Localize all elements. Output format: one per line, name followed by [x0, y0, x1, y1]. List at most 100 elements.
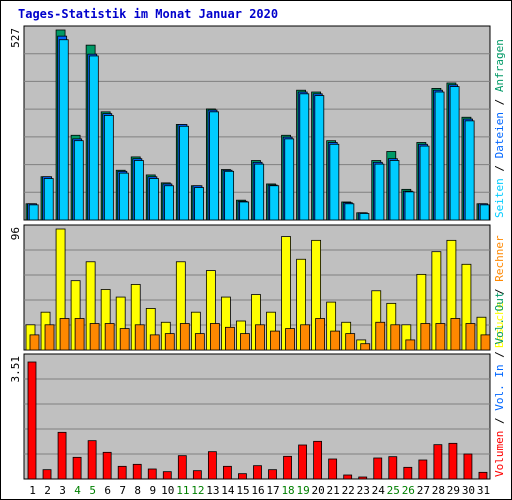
chart-title: Tages-Statistik im Monat Januar 2020 [18, 7, 279, 21]
bar-seiten [164, 185, 174, 221]
x-tick-label: 20 [312, 484, 325, 497]
x-tick-label: 29 [447, 484, 460, 497]
x-tick-label: 6 [104, 484, 111, 497]
bar-vol-in [418, 459, 428, 480]
bar-seiten [419, 145, 430, 221]
bar-vol-in [433, 444, 443, 480]
bar-vol-in [238, 473, 247, 480]
x-tick-label: 7 [119, 484, 126, 497]
bar-rechner [420, 323, 431, 351]
bar-vol-in [57, 431, 67, 480]
bar-vol-in [192, 470, 202, 480]
bar-vol-in [117, 465, 127, 480]
bar-vol-in [102, 451, 112, 480]
panel-background [23, 353, 491, 480]
bar-vol-in [463, 453, 473, 480]
bar-vol-in [132, 463, 142, 480]
bar-vol-in [27, 361, 37, 480]
bar-vol-in [403, 466, 413, 480]
bar-seiten [88, 55, 99, 221]
bar-rechner [285, 328, 295, 351]
bar-seiten [374, 163, 385, 221]
x-tick-label: 12 [191, 484, 204, 497]
x-tick-label: 31 [477, 484, 490, 497]
y-max-label: 527 [9, 28, 22, 48]
bar-seiten [43, 178, 54, 221]
bar-seiten [209, 111, 219, 221]
legend-separator: / [493, 92, 506, 112]
x-tick-label: 19 [296, 484, 309, 497]
x-tick-label: 14 [221, 484, 235, 497]
legend-top: Seiten / Dateien / Anfragen [493, 39, 506, 218]
bar-rechner [44, 324, 55, 351]
legend-label: Vol. Out [493, 292, 506, 345]
bar-vol-in [42, 469, 52, 480]
bar-vol-in [298, 444, 307, 480]
bar-rechner [270, 330, 280, 351]
x-tick-label: 9 [149, 484, 156, 497]
bar-seiten [464, 120, 475, 221]
bar-rechner [164, 333, 175, 351]
bar-seiten [58, 39, 69, 221]
x-tick-label: 1 [29, 484, 36, 497]
bar-rechner [240, 333, 250, 351]
bar-rechner [255, 324, 265, 351]
bar-vol-in [87, 440, 97, 480]
bar-vol-in [268, 469, 277, 480]
bar-rechner [375, 321, 386, 351]
legend-separator: / [493, 411, 506, 431]
bar-vol-in [162, 471, 172, 480]
bar-seiten [299, 93, 310, 221]
bar-rechner [194, 333, 205, 351]
x-tick-label: 4 [74, 484, 81, 497]
x-tick-label: 16 [251, 484, 264, 497]
x-tick-label: 8 [134, 484, 141, 497]
x-tick-label: 30 [462, 484, 475, 497]
x-tick-label: 15 [236, 484, 249, 497]
bar-rechner [119, 328, 130, 351]
bar-rechner [134, 324, 145, 351]
bar-seiten [224, 170, 235, 221]
x-tick-label: 5 [89, 484, 96, 497]
x-tick-label: 24 [372, 484, 386, 497]
x-tick-label: 26 [402, 484, 415, 497]
bar-rechner [360, 343, 371, 351]
bar-rechner [300, 324, 310, 351]
bar-seiten [434, 91, 445, 221]
x-tick-label: 22 [342, 484, 355, 497]
bar-seiten [284, 138, 295, 221]
x-tick-label: 25 [387, 484, 400, 497]
x-tick-label: 3 [59, 484, 66, 497]
x-tick-label: 13 [206, 484, 219, 497]
legend-label: Dateien [493, 112, 506, 158]
bar-seiten [449, 86, 460, 221]
bar-vol-in [207, 451, 217, 480]
bar-seiten [329, 143, 340, 221]
legend-separator: / [493, 158, 506, 178]
bar-rechner [315, 318, 326, 351]
x-tick-label: 21 [327, 484, 340, 497]
bar-rechner [74, 318, 85, 351]
bar-rechner [345, 333, 356, 351]
x-tick-label: 28 [432, 484, 445, 497]
legend-middle: Besuche / Rechner [493, 235, 506, 348]
bar-seiten [344, 203, 355, 221]
bar-rechner [225, 326, 235, 351]
bar-rechner [149, 334, 160, 351]
bar-vol-in [343, 474, 353, 480]
legend-label: Vol. In [493, 364, 506, 410]
bar-vol-in [478, 471, 488, 480]
bar-seiten [73, 140, 84, 221]
bar-vol-in [373, 457, 383, 480]
bar-seiten [134, 160, 144, 221]
x-tick-label: 17 [266, 484, 279, 497]
bar-seiten [314, 95, 325, 221]
y-max-label: 3.51 [9, 356, 22, 383]
legend-label: Volumen [493, 431, 506, 477]
bar-rechner [89, 323, 100, 351]
bar-vol-in [448, 442, 458, 480]
x-tick-label: 18 [281, 484, 294, 497]
bar-vol-in [177, 455, 187, 480]
legend-label: Besuche [493, 302, 506, 348]
